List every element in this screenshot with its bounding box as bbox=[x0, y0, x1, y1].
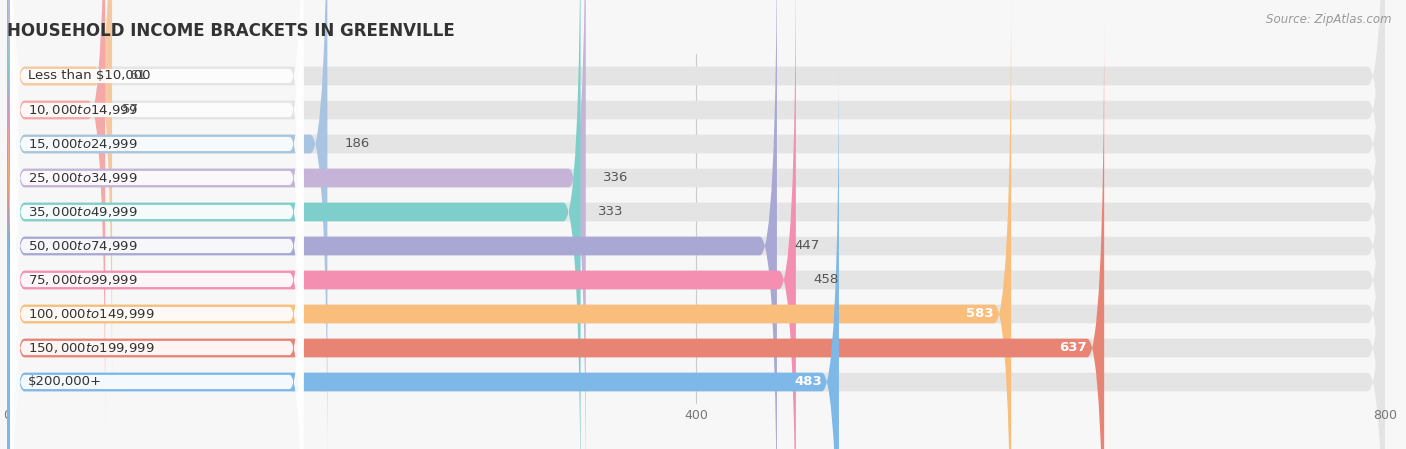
FancyBboxPatch shape bbox=[7, 0, 778, 449]
Text: Source: ZipAtlas.com: Source: ZipAtlas.com bbox=[1267, 13, 1392, 26]
FancyBboxPatch shape bbox=[7, 0, 586, 449]
FancyBboxPatch shape bbox=[7, 0, 1385, 440]
FancyBboxPatch shape bbox=[7, 0, 1385, 407]
FancyBboxPatch shape bbox=[10, 49, 304, 449]
Text: 57: 57 bbox=[122, 103, 139, 116]
FancyBboxPatch shape bbox=[7, 0, 328, 449]
FancyBboxPatch shape bbox=[10, 15, 304, 449]
FancyBboxPatch shape bbox=[7, 0, 1385, 449]
Text: 61: 61 bbox=[129, 70, 146, 83]
FancyBboxPatch shape bbox=[7, 0, 1385, 449]
FancyBboxPatch shape bbox=[7, 0, 1011, 449]
Text: $15,000 to $24,999: $15,000 to $24,999 bbox=[28, 137, 138, 151]
Text: 186: 186 bbox=[344, 137, 370, 150]
Text: $25,000 to $34,999: $25,000 to $34,999 bbox=[28, 171, 138, 185]
FancyBboxPatch shape bbox=[7, 0, 105, 440]
FancyBboxPatch shape bbox=[7, 51, 1385, 449]
FancyBboxPatch shape bbox=[7, 0, 1385, 449]
FancyBboxPatch shape bbox=[7, 0, 1385, 449]
FancyBboxPatch shape bbox=[10, 0, 304, 449]
FancyBboxPatch shape bbox=[10, 0, 304, 409]
FancyBboxPatch shape bbox=[7, 0, 1385, 449]
Text: $35,000 to $49,999: $35,000 to $49,999 bbox=[28, 205, 138, 219]
FancyBboxPatch shape bbox=[7, 18, 1104, 449]
Text: 483: 483 bbox=[794, 375, 821, 388]
Text: HOUSEHOLD INCOME BRACKETS IN GREENVILLE: HOUSEHOLD INCOME BRACKETS IN GREENVILLE bbox=[7, 22, 454, 40]
Text: 333: 333 bbox=[598, 206, 623, 219]
Text: $150,000 to $199,999: $150,000 to $199,999 bbox=[28, 341, 155, 355]
FancyBboxPatch shape bbox=[10, 83, 304, 449]
FancyBboxPatch shape bbox=[10, 0, 304, 341]
FancyBboxPatch shape bbox=[10, 0, 304, 443]
Text: $100,000 to $149,999: $100,000 to $149,999 bbox=[28, 307, 155, 321]
FancyBboxPatch shape bbox=[7, 0, 112, 407]
Text: 637: 637 bbox=[1059, 342, 1087, 355]
Text: Less than $10,000: Less than $10,000 bbox=[28, 70, 150, 83]
Text: 336: 336 bbox=[603, 172, 628, 185]
Text: $75,000 to $99,999: $75,000 to $99,999 bbox=[28, 273, 138, 287]
FancyBboxPatch shape bbox=[10, 117, 304, 449]
FancyBboxPatch shape bbox=[7, 0, 581, 449]
Text: 583: 583 bbox=[966, 308, 994, 321]
FancyBboxPatch shape bbox=[7, 0, 1385, 449]
Text: $10,000 to $14,999: $10,000 to $14,999 bbox=[28, 103, 138, 117]
FancyBboxPatch shape bbox=[10, 0, 304, 449]
FancyBboxPatch shape bbox=[10, 0, 304, 375]
Text: $50,000 to $74,999: $50,000 to $74,999 bbox=[28, 239, 138, 253]
Text: 458: 458 bbox=[813, 273, 838, 286]
FancyBboxPatch shape bbox=[7, 0, 796, 449]
Text: $200,000+: $200,000+ bbox=[28, 375, 101, 388]
FancyBboxPatch shape bbox=[7, 51, 839, 449]
FancyBboxPatch shape bbox=[7, 18, 1385, 449]
Text: 447: 447 bbox=[794, 239, 820, 252]
